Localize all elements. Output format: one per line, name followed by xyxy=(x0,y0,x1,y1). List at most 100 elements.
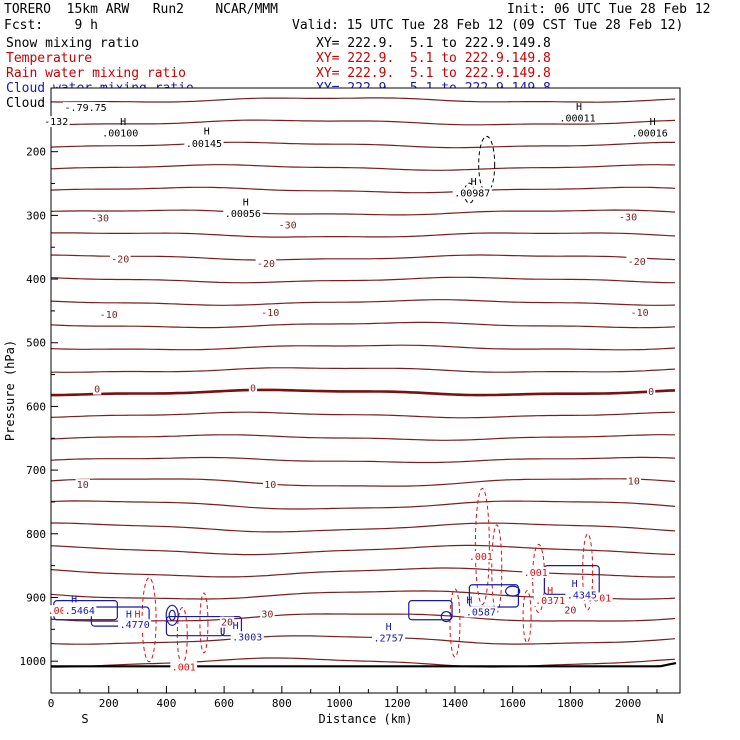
snow-label: -.79.75 xyxy=(65,103,107,114)
temperature-label-bg xyxy=(617,211,639,223)
cloud-contour xyxy=(408,600,453,621)
cloud-label-bg xyxy=(565,589,599,601)
cloud-label-bg xyxy=(464,606,498,618)
temperature-label-bg xyxy=(263,479,278,491)
isotherm xyxy=(50,500,676,510)
temperature-label: -30 xyxy=(279,220,297,231)
snow-label: H xyxy=(120,117,126,128)
temperature-label-bg xyxy=(563,604,578,616)
cloud-label: .0587 xyxy=(466,607,496,618)
temperature-label: 30 xyxy=(261,609,273,620)
isotherm xyxy=(50,254,676,261)
header-init: Init: 06 UTC Tue 28 Feb 12 xyxy=(507,2,711,17)
temperature-label: 20 xyxy=(221,618,233,629)
temperature-label-bg xyxy=(98,309,120,321)
right-end-label: N xyxy=(656,712,663,726)
left-end-label: S xyxy=(81,712,88,726)
rain-label: .001 xyxy=(172,662,196,673)
snow-label: .00016 xyxy=(632,129,668,140)
rain-label: .001 xyxy=(587,593,611,604)
temperature-label: -20 xyxy=(257,259,275,270)
isotherm xyxy=(50,186,676,194)
isotherm xyxy=(50,478,676,487)
cloud-label-bg xyxy=(118,619,152,631)
isotherm xyxy=(51,367,676,373)
cloud-contour xyxy=(505,585,521,597)
rain-label: H xyxy=(135,609,141,620)
rain-contour xyxy=(199,592,209,654)
surface-line xyxy=(51,662,677,668)
header-fcst: Fcst: 9 h xyxy=(4,18,98,33)
field-name: Rain water mixing ratio xyxy=(6,66,187,81)
rain-label: .001 xyxy=(469,552,493,563)
rain-label-bg xyxy=(585,592,613,604)
temperature-label: -10 xyxy=(631,308,649,319)
rain-label-bg xyxy=(46,605,74,617)
cloud-label-bg xyxy=(230,631,264,643)
temperature-label-bg xyxy=(255,258,277,270)
temperature-label-bg xyxy=(109,253,131,265)
y-tick-label: 800 xyxy=(26,528,46,541)
temperature-label: 0 xyxy=(94,385,100,396)
cloud-label: H xyxy=(71,595,77,606)
snow-label: H xyxy=(576,102,582,113)
temperature-label-bg xyxy=(89,212,111,224)
isotherm xyxy=(50,119,676,126)
snow-label: .00011 xyxy=(560,113,596,124)
y-tick-label: 300 xyxy=(26,209,46,222)
temperature-label-bg xyxy=(626,256,648,268)
field-xy: XY= 222.9. 5.1 to 222.9.149.8 xyxy=(316,66,551,81)
y-tick-label: 600 xyxy=(26,400,46,413)
snow-label: H xyxy=(204,127,210,138)
snow-label-bg xyxy=(42,116,70,128)
x-axis-title: Distance (km) xyxy=(319,712,413,726)
snow-label-bg xyxy=(223,207,263,219)
y-tick-label: 400 xyxy=(26,273,46,286)
rain-contour xyxy=(449,588,461,658)
temperature-label-bg xyxy=(259,307,281,319)
y-tick-label: 500 xyxy=(26,337,46,350)
temperature-label: 0 xyxy=(250,383,256,394)
cloud-label: .2757 xyxy=(374,634,404,645)
isotherm xyxy=(50,141,675,149)
isotherm xyxy=(50,613,676,622)
cloud-contour xyxy=(168,609,176,621)
x-tick-label: 1200 xyxy=(384,697,411,710)
field-xy: XY= 222.9. 5.1 to 222.9.149.8 xyxy=(316,36,551,51)
x-tick-label: 1600 xyxy=(499,697,526,710)
axes: 0 200 400 600 800 1000 1200 1400 1600 1800 2000200… xyxy=(3,87,681,726)
temperature-label: -10 xyxy=(100,310,118,321)
isotherm xyxy=(50,299,676,306)
contour-labels: -30 -30 -30 -20 -20 -20 -10 -10 -10 0 0 0 10 10 10 20 20… xyxy=(42,102,670,673)
cloud-label: H xyxy=(572,579,578,590)
isotherm xyxy=(50,209,676,216)
cloud-contour xyxy=(165,604,179,626)
temperature-label-bg xyxy=(75,479,90,491)
isotherm xyxy=(50,434,675,441)
cloud-label: H xyxy=(466,595,472,606)
rain-label: .001 xyxy=(524,568,548,579)
temperature-label: 10 xyxy=(77,480,89,491)
snow-label: -132 xyxy=(44,117,68,128)
isotherm xyxy=(50,321,676,329)
isotherm xyxy=(50,164,676,171)
field-xy: XY= 222.9. 5.1 to 222.9.149.8 xyxy=(316,51,551,66)
field-name: Snow mixing ratio xyxy=(6,36,140,51)
temperature-label: 20 xyxy=(564,606,576,617)
temperature-label-bg xyxy=(93,383,102,395)
rain-label: H xyxy=(547,586,553,597)
isotherm xyxy=(50,657,676,668)
snow-label: .00987 xyxy=(454,188,490,199)
snow-label: H xyxy=(243,197,249,208)
y-axis-title: Pressure (hPa) xyxy=(3,340,17,441)
field-name: Temperature xyxy=(6,51,93,66)
rain-label-bg xyxy=(522,567,550,578)
snow-label: .00056 xyxy=(225,209,261,220)
snow-label: H xyxy=(650,117,656,128)
x-tick-label: 1400 xyxy=(442,697,469,710)
header-valid: Valid: 15 UTC Tue 28 Feb 12 (09 CST Tue … xyxy=(292,18,684,33)
isotherm xyxy=(50,456,676,464)
temperature-label-bg xyxy=(277,219,298,231)
snow-label-bg xyxy=(557,112,598,124)
